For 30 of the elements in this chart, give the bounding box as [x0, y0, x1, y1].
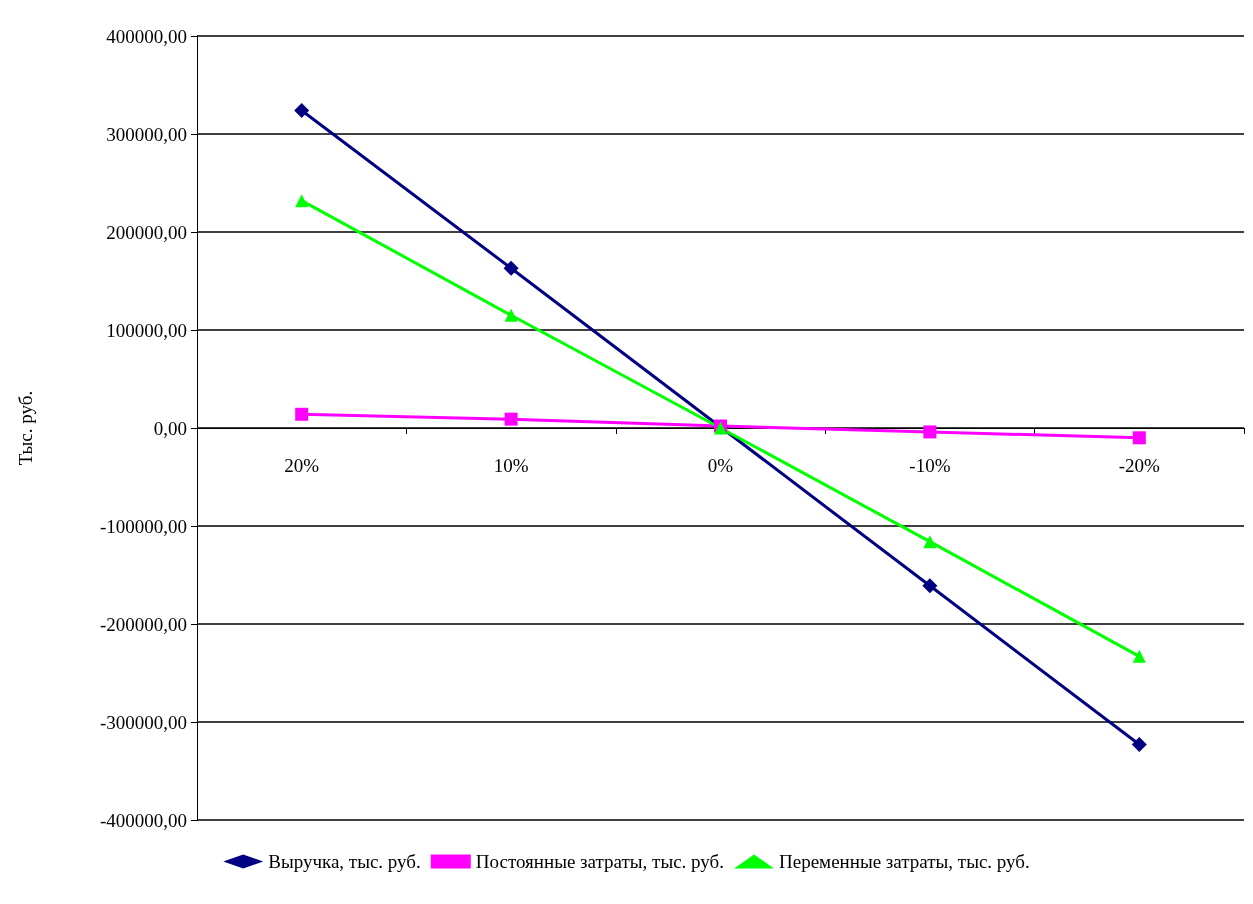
y-tick-label: 100000,00 [106, 319, 187, 341]
y-axis-title: Тыс. руб. [15, 390, 36, 466]
point [923, 535, 937, 549]
point [1132, 649, 1146, 663]
point [503, 260, 519, 276]
point [504, 412, 518, 426]
point [1132, 431, 1146, 445]
y-tick-label: -300000,00 [99, 711, 187, 733]
point [294, 102, 310, 118]
x-tick-label: 20% [284, 455, 320, 476]
point [922, 578, 938, 594]
y-tick-label: 0,00 [153, 417, 187, 439]
y-tick-label: -400000,00 [99, 809, 187, 831]
legend-label: Постоянные затраты, тыс. руб. [475, 851, 725, 872]
y-tick-label: 300000,00 [106, 123, 187, 145]
point [1131, 737, 1147, 753]
point [923, 425, 937, 439]
point [295, 407, 309, 421]
x-tick-label: -10% [909, 455, 951, 476]
y-tick-label: -200000,00 [99, 613, 187, 635]
x-tick-label: 10% [493, 455, 529, 476]
point [504, 308, 518, 322]
legend-label: Переменные затраты, тыс. руб. [779, 851, 1030, 872]
y-tick-label: -100000,00 [99, 515, 187, 537]
legend-label: Выручка, тыс. руб. [268, 851, 421, 872]
y-tick-label: 200000,00 [106, 221, 187, 243]
y-tick-label: 400000,00 [106, 25, 187, 47]
x-tick-label: 0% [707, 455, 734, 476]
point [295, 194, 309, 208]
x-tick-label: -20% [1118, 455, 1161, 476]
